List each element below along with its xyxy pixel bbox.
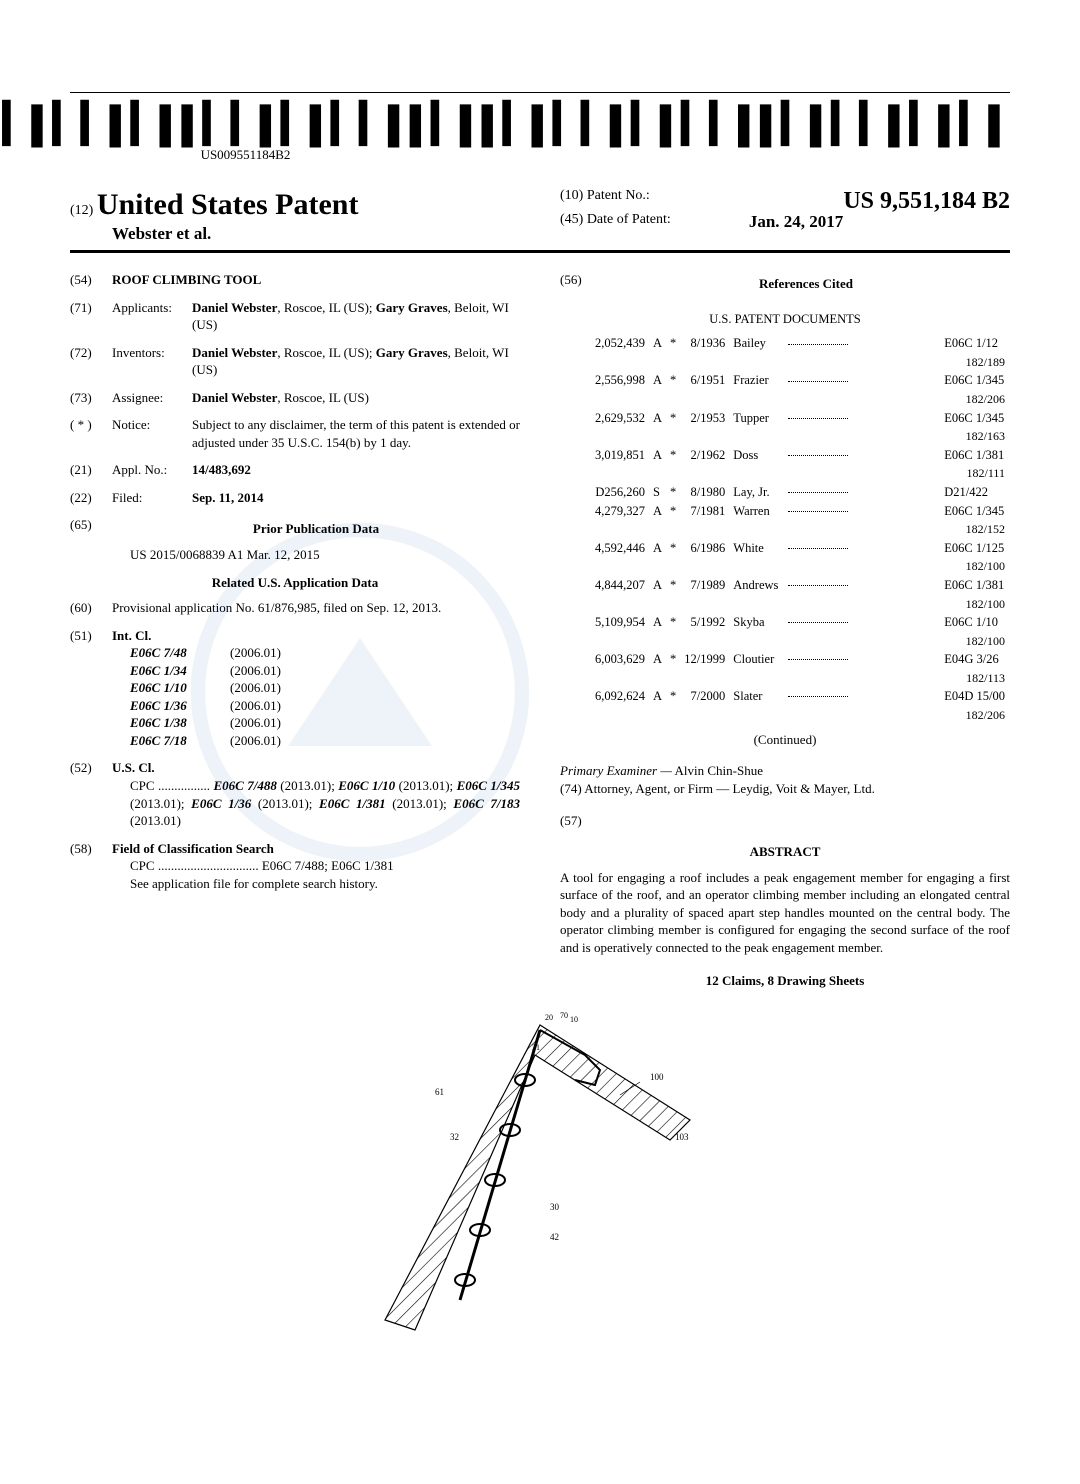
svg-text:20: 20 <box>545 1013 553 1022</box>
patent-drawing: 20 7010 100 103 61 32 30 42 21 <box>340 1010 740 1350</box>
prior-pub-data: US 2015/0068839 A1 Mar. 12, 2015 <box>112 546 520 564</box>
barcode-block: ▌▎▌▎▎▌▌▎▌▌▎▌▎▎▌▎▌▎▎▌▌▎▌▎▎▌▎▌▌▎▎▌▎▌▎▎▌▌▎▌… <box>0 122 1010 163</box>
attorney: Leydig, Voit & Mayer, Ltd. <box>732 781 874 796</box>
field-search: CPC ............................... E06C… <box>112 857 520 892</box>
right-column: (56)References Cited U.S. PATENT DOCUMEN… <box>540 271 1010 990</box>
doc-title: United States Patent <box>97 188 359 221</box>
svg-text:21: 21 <box>532 1043 540 1052</box>
patent-no-label: (10) Patent No.: <box>560 188 650 203</box>
svg-text:42: 42 <box>550 1232 559 1242</box>
abstract-title: ABSTRACT <box>560 843 1010 861</box>
svg-text:103: 103 <box>675 1132 689 1142</box>
claims-line: 12 Claims, 8 Drawing Sheets <box>560 972 1010 990</box>
intcl-list: E06C 7/48(2006.01)E06C 1/34(2006.01)E06C… <box>112 644 520 749</box>
filed-date: Sep. 11, 2014 <box>192 489 520 507</box>
abstract-text: A tool for engaging a roof includes a pe… <box>560 869 1010 957</box>
title-54: ROOF CLIMBING TOOL <box>112 271 520 289</box>
examiner: Alvin Chin-Shue <box>674 763 762 778</box>
inventor-line: Webster et al. <box>70 224 540 244</box>
patent-date-label: (45) Date of Patent: <box>560 212 671 227</box>
patent-date: Jan. 24, 2017 <box>749 212 843 232</box>
inventors: Daniel Webster, Roscoe, IL (US); Gary Gr… <box>192 344 520 379</box>
header: (12) United States Patent Webster et al.… <box>70 188 1010 253</box>
barcode: ▌▎▌▎▎▌▌▎▌▌▎▌▎▎▌▎▌▎▎▌▌▎▌▎▎▌▎▌▌▎▎▌▎▌▎▎▌▌▎▌… <box>0 122 1010 145</box>
patent-number: US 9,551,184 B2 <box>843 188 1010 215</box>
appl-no: 14/483,692 <box>192 461 520 479</box>
svg-text:30: 30 <box>550 1202 560 1212</box>
uscl: CPC ................ E06C 7/488 (2013.01… <box>112 777 520 830</box>
notice: Subject to any disclaimer, the term of t… <box>192 416 520 451</box>
svg-text:100: 100 <box>650 1072 664 1082</box>
refs-subtitle: U.S. PATENT DOCUMENTS <box>560 311 1010 328</box>
continued: (Continued) <box>560 731 1010 749</box>
assignee: Daniel Webster, Roscoe, IL (US) <box>192 389 520 407</box>
svg-text:61: 61 <box>435 1087 444 1097</box>
left-column: (54)ROOF CLIMBING TOOL (71)Applicants:Da… <box>70 271 540 990</box>
svg-text:10: 10 <box>570 1015 578 1024</box>
provisional: Provisional application No. 61/876,985, … <box>112 599 520 617</box>
related-title: Related U.S. Application Data <box>70 574 520 592</box>
svg-text:70: 70 <box>560 1011 568 1020</box>
svg-text:32: 32 <box>450 1132 459 1142</box>
refs-title: References Cited <box>602 275 1010 293</box>
references-table: 2,052,439A*8/1936BaileyE06C 1/12182/1892… <box>590 333 1010 725</box>
prior-pub-title: Prior Publication Data <box>112 520 520 538</box>
doc-kind-code: (12) <box>70 203 93 218</box>
applicants: Daniel Webster, Roscoe, IL (US); Gary Gr… <box>192 299 520 334</box>
